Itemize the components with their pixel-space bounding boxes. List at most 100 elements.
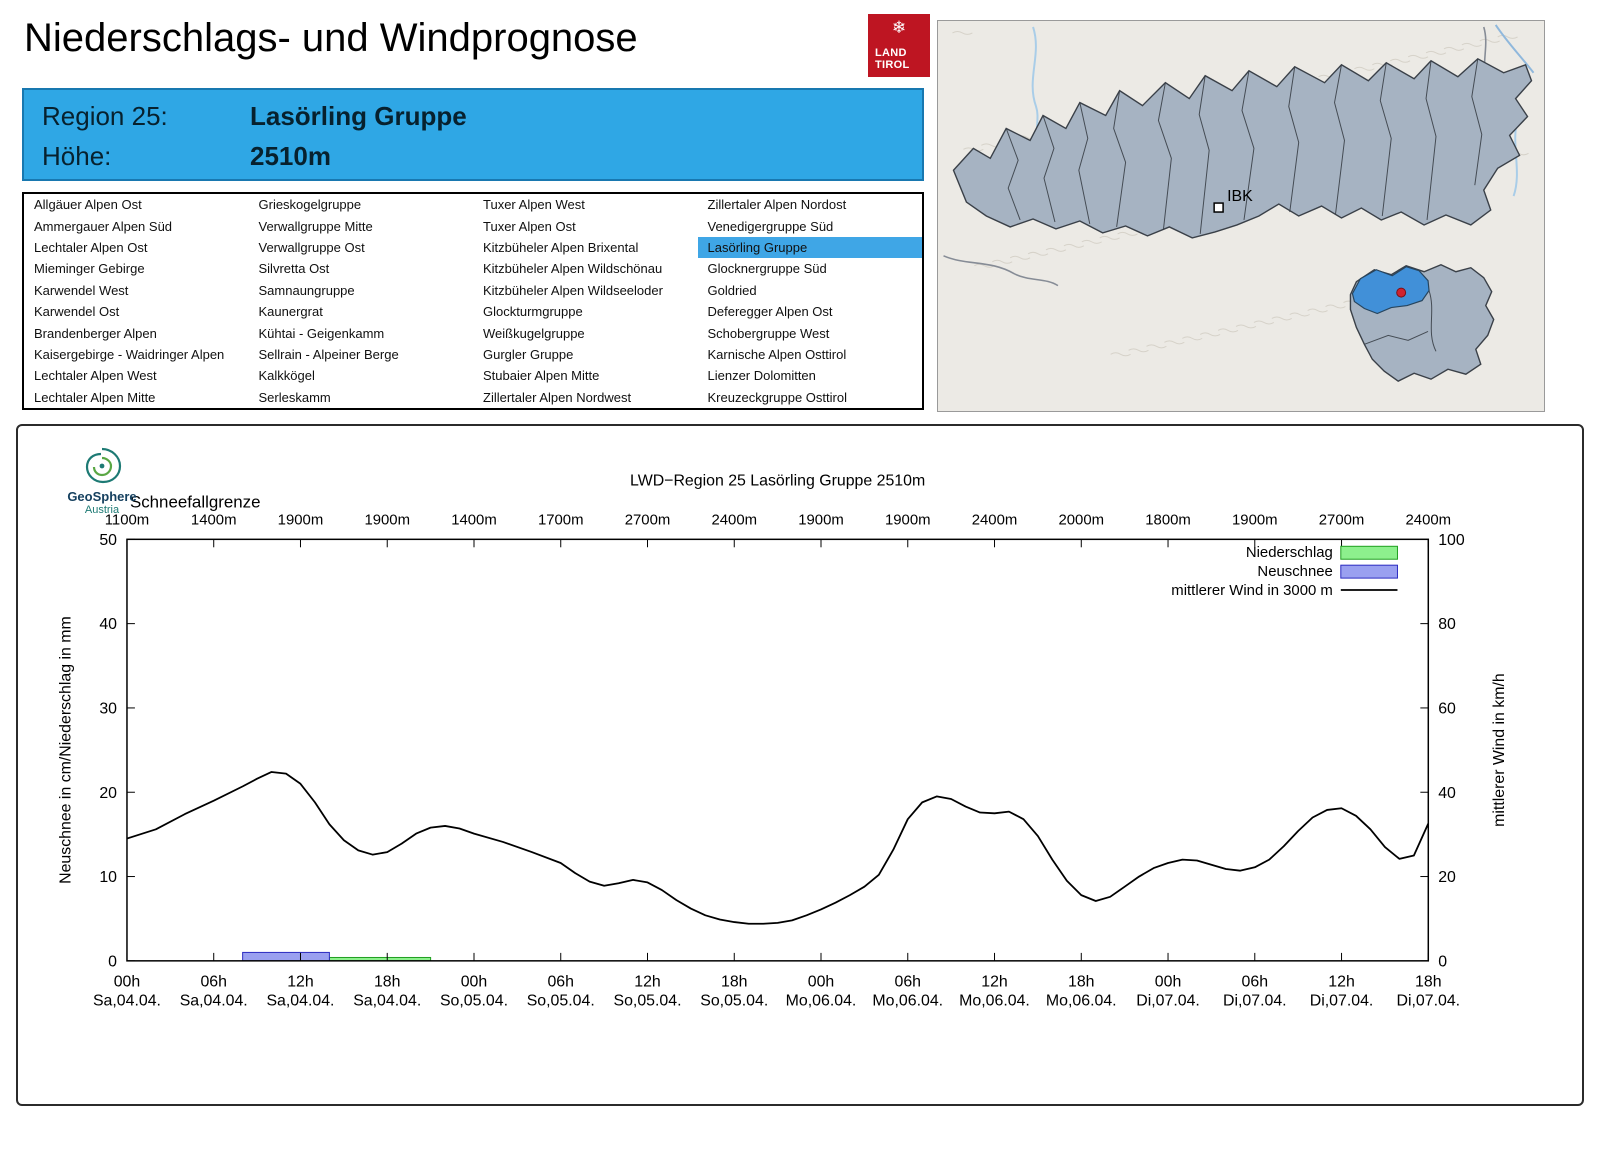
x-tick-date: Di,07.04. xyxy=(1136,993,1200,1010)
snowline-value: 2400m xyxy=(711,512,757,528)
region-item[interactable]: Verwallgruppe Mitte xyxy=(258,218,373,234)
y-axis-label-left: Neuschnee in cm/Niederschlag in mm xyxy=(57,616,74,884)
y-tick-right: 0 xyxy=(1438,953,1447,970)
station-dot xyxy=(1396,287,1407,298)
region-item[interactable]: Lechtaler Alpen Ost xyxy=(34,239,148,255)
snowline-value: 1900m xyxy=(798,512,844,528)
x-tick-date: Sa,04.04. xyxy=(180,993,248,1010)
snowline-value: 2700m xyxy=(1319,512,1365,528)
region-item[interactable]: Ammergauer Alpen Süd xyxy=(34,218,173,234)
x-tick-date: Mo,06.04. xyxy=(1046,993,1117,1010)
region-item[interactable]: Grieskogelgruppe xyxy=(258,197,362,213)
snowline-value: 1900m xyxy=(1232,512,1278,528)
tirol-map[interactable]: IBK xyxy=(937,20,1545,412)
legend-label: mittlerer Wind in 3000 m xyxy=(1171,583,1333,599)
land-tirol-logo-text: LAND TIROL xyxy=(875,46,910,72)
x-tick-time: 00h xyxy=(808,974,835,991)
region-item[interactable]: Silvretta Ost xyxy=(258,261,330,277)
x-tick-time: 18h xyxy=(1068,974,1095,991)
y-tick-left: 0 xyxy=(108,953,117,970)
region-item[interactable]: Karwendel West xyxy=(34,282,129,298)
region-item[interactable]: Samnaungruppe xyxy=(258,282,355,298)
region-item[interactable]: Gurgler Gruppe xyxy=(483,346,574,362)
y-tick-left: 20 xyxy=(99,785,117,802)
y-tick-right: 100 xyxy=(1438,532,1465,549)
legend-label: Niederschlag xyxy=(1246,545,1333,561)
x-tick-time: 18h xyxy=(721,974,748,991)
region-item[interactable]: Karwendel Ost xyxy=(34,304,120,320)
region-item[interactable]: Kühtai - Geigenkamm xyxy=(258,325,385,341)
region-item[interactable]: Kitzbüheler Alpen Wildschönau xyxy=(483,261,663,277)
tirol-map-svg: IBK xyxy=(943,24,1535,382)
legend-swatch xyxy=(1340,545,1398,560)
region-item[interactable]: Karnische Alpen Osttirol xyxy=(707,346,847,362)
land-tirol-logo: ❄ LAND TIROL xyxy=(868,14,930,77)
x-tick-date: Sa,04.04. xyxy=(353,993,421,1010)
region-item[interactable]: Lasörling Gruppe xyxy=(697,236,922,259)
snowline-value: 1400m xyxy=(191,512,237,528)
north-tirol-region[interactable] xyxy=(952,57,1533,239)
region-item[interactable]: Stubaier Alpen Mitte xyxy=(483,368,600,384)
x-tick-date: Di,07.04. xyxy=(1310,993,1374,1010)
region-item[interactable]: Mieminger Gebirge xyxy=(34,261,145,277)
x-tick-date: Di,07.04. xyxy=(1396,993,1460,1010)
y-tick-right: 20 xyxy=(1438,869,1456,886)
x-tick-date: So,05.04. xyxy=(440,993,508,1010)
region-item[interactable]: Kalkkögel xyxy=(258,368,315,384)
region-row: Region 25: Lasörling Gruppe xyxy=(24,96,922,136)
x-tick-time: 18h xyxy=(374,974,401,991)
x-tick-time: 18h xyxy=(1415,974,1442,991)
region-item[interactable]: Kitzbüheler Alpen Wildseeloder xyxy=(483,282,663,298)
region-item[interactable]: Kaunergrat xyxy=(258,304,323,320)
selected-region-highlight[interactable] xyxy=(1351,266,1430,315)
region-item[interactable]: Goldried xyxy=(707,282,757,298)
chart-title: LWD−Region 25 Lasörling Gruppe 2510m xyxy=(630,473,925,490)
region-item[interactable]: Sellrain - Alpeiner Berge xyxy=(258,346,399,362)
east-tirol-district-borders xyxy=(1364,290,1437,352)
y-tick-left: 50 xyxy=(99,532,117,549)
region-item[interactable]: Zillertaler Alpen Nordwest xyxy=(483,389,632,405)
x-tick-date: Sa,04.04. xyxy=(266,993,334,1010)
region-item[interactable]: Lechtaler Alpen West xyxy=(34,368,157,384)
region-item[interactable]: Lienzer Dolomitten xyxy=(707,368,816,384)
snowline-value: 1100m xyxy=(105,512,149,528)
region-item[interactable]: Tuxer Alpen West xyxy=(483,197,585,213)
y-tick-left: 30 xyxy=(99,701,117,718)
region-item[interactable]: Tuxer Alpen Ost xyxy=(483,218,576,234)
snowline-value: 2400m xyxy=(1406,512,1452,528)
region-item[interactable]: Kaisergebirge - Waidringer Alpen xyxy=(34,346,225,362)
snowline-value: 2000m xyxy=(1058,512,1104,528)
region-item[interactable]: Zillertaler Alpen Nordost xyxy=(707,197,847,213)
region-item[interactable]: Venedigergruppe Süd xyxy=(707,218,834,234)
x-tick-time: 06h xyxy=(200,974,227,991)
geosphere-sub: Austria xyxy=(84,504,120,516)
region-item[interactable]: Glockturmgruppe xyxy=(483,304,583,320)
region-item[interactable]: Verwallgruppe Ost xyxy=(258,239,365,255)
wind-line xyxy=(126,771,1430,925)
region-item[interactable]: Kitzbüheler Alpen Brixental xyxy=(483,239,639,255)
region-item[interactable]: Deferegger Alpen Ost xyxy=(707,304,833,320)
region-item[interactable]: Lechtaler Alpen Mitte xyxy=(34,389,156,405)
region-label: Region 25: xyxy=(42,100,168,131)
geosphere-name: GeoSphere xyxy=(67,489,137,504)
y-tick-left: 10 xyxy=(99,869,117,886)
snowline-value: 2400m xyxy=(972,512,1018,528)
region-item[interactable]: Serleskamm xyxy=(258,389,331,405)
river-line xyxy=(1494,24,1535,74)
snowline-value: 1900m xyxy=(885,512,931,528)
x-tick-time: 06h xyxy=(895,974,922,991)
region-item[interactable]: Kreuzeckgruppe Osttirol xyxy=(707,389,847,405)
snowline-value: 1900m xyxy=(364,512,410,528)
y-tick-right: 60 xyxy=(1438,701,1456,718)
region-item[interactable]: Schobergruppe West xyxy=(707,325,830,341)
region-item[interactable]: Allgäuer Alpen Ost xyxy=(34,197,142,213)
x-tick-time: 12h xyxy=(981,974,1008,991)
x-tick-time: 00h xyxy=(114,974,141,991)
region-item[interactable]: Weißkugelgruppe xyxy=(483,325,585,341)
region-item[interactable]: Glocknergruppe Süd xyxy=(707,261,827,277)
region-item[interactable]: Brandenberger Alpen xyxy=(34,325,157,341)
x-tick-time: 12h xyxy=(287,974,314,991)
plot-frame xyxy=(126,538,1430,962)
region-list: Allgäuer Alpen Ost Ammergauer Alpen Süd Le… xyxy=(22,192,924,410)
